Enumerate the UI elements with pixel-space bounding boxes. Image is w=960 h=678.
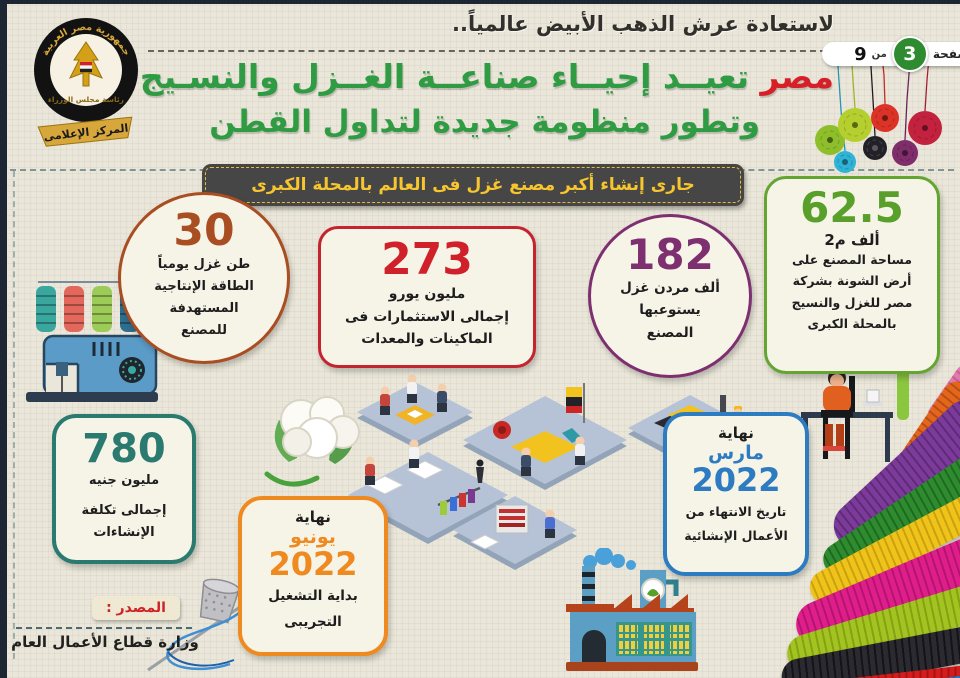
title-rest: تعيــد إحيــاء صناعــة الغــزل والنسـيج bbox=[139, 57, 750, 96]
stat-label-line: إجمالى الاستثمارات فى bbox=[344, 308, 510, 325]
stat-construction-cost: 780 مليون جنيه إجمالى تكلفة الإنشاءات bbox=[52, 414, 196, 564]
stat-label-line: مصر للغزل والنسيج bbox=[791, 294, 913, 310]
stat-label-line: مليون يورو bbox=[388, 286, 466, 303]
stat-construction-end-date: نهاية مارس 2022 تاريخ الانتهاء من الأعما… bbox=[663, 412, 809, 576]
stat-label-line: ألف مردن غزل bbox=[620, 280, 720, 297]
stat-label-line: بالمحلة الكبرى bbox=[807, 315, 897, 331]
page-top-border bbox=[0, 0, 960, 4]
thimble-needle-icon bbox=[147, 578, 259, 672]
banner-text: جارى إنشاء أكبر مصنع غزل فى العالم بالمح… bbox=[251, 175, 695, 195]
page-label: صفحة bbox=[932, 47, 960, 61]
stat-label-line: الإنشاءات bbox=[93, 525, 155, 541]
stat-label-line: الأعمال الإنشائية bbox=[684, 527, 788, 543]
stat-label-line: طن غزل يومياً bbox=[157, 257, 251, 273]
stat-value: 273 bbox=[381, 234, 473, 285]
stat-value: 780 bbox=[82, 426, 166, 472]
stat-machinery-investment: 273 مليون يورو إجمالى الاستثمارات فى الم… bbox=[318, 226, 536, 368]
stat-production-capacity: 30 طن غزل يومياً الطاقة الإنتاجية المسته… bbox=[118, 192, 290, 364]
header-slogan: لاستعادة عرش الذهب الأبيض عالمياً.. bbox=[452, 12, 834, 36]
date-year: 2022 bbox=[268, 545, 358, 583]
stat-label-line: مساحة المصنع على bbox=[791, 252, 913, 268]
page-current-badge: 3 bbox=[891, 36, 928, 72]
cotton-boll-icon bbox=[264, 396, 360, 487]
stat-label-line: الطاقة الإنتاجية bbox=[154, 279, 254, 295]
date-prefix: نهاية bbox=[295, 508, 331, 526]
page-of-label: من bbox=[871, 48, 887, 60]
date-month: يونيو bbox=[290, 526, 336, 548]
date-prefix: نهاية bbox=[718, 424, 754, 442]
government-media-center-logo: جمهورية مصر العربية رئاسة مجلس الوزراء ا… bbox=[34, 18, 138, 147]
source-label: المصدر : bbox=[106, 600, 166, 616]
sewing-machine-icon bbox=[26, 281, 158, 402]
stat-spindles: 182 ألف مردن غزل يستوعبها المصنع bbox=[588, 214, 752, 378]
stat-label-line: التجريبى bbox=[284, 613, 342, 630]
stat-label-line: المستهدفة bbox=[169, 301, 239, 317]
stat-trial-operation-date: نهاية يونيو 2022 بداية التشغيل التجريبى bbox=[238, 496, 388, 656]
worker-at-desk-icon bbox=[801, 362, 909, 462]
slogan-underline bbox=[148, 50, 836, 52]
date-year: 2022 bbox=[691, 461, 781, 499]
stat-factory-area: 62.5 ألف م2 مساحة المصنع على أرض الشونة … bbox=[764, 176, 940, 374]
announcement-banner: جارى إنشاء أكبر مصنع غزل فى العالم بالمح… bbox=[202, 164, 744, 206]
stat-label-line: إجمالى تكلفة bbox=[81, 503, 167, 519]
page-left-border bbox=[0, 0, 7, 678]
stat-label-line: مليون جنيه bbox=[88, 473, 160, 488]
page-indicator: صفحة 3 من 9 bbox=[822, 36, 960, 72]
main-title-line2: وتطور منظومة جديدة لتداول القطن bbox=[209, 104, 760, 140]
stat-label-line: أرض الشونة بشركة bbox=[792, 273, 912, 289]
stat-value: 30 bbox=[173, 205, 235, 256]
stat-unit: ألف م2 bbox=[824, 231, 880, 250]
stat-label-line: المصنع bbox=[646, 324, 694, 341]
page-total: 9 bbox=[854, 43, 867, 65]
source-label-box: المصدر : bbox=[92, 596, 180, 620]
stat-label-line: للمصنع bbox=[181, 323, 227, 339]
main-title-line1: مصر تعيــد إحيــاء صناعــة الغــزل والنس… bbox=[140, 57, 834, 96]
source-value: وزارة قطاع الأعمال العام bbox=[11, 633, 199, 651]
stitched-border-line bbox=[13, 171, 15, 659]
factory-icon bbox=[566, 548, 698, 671]
date-month: مارس bbox=[707, 442, 765, 464]
stat-value: 62.5 bbox=[800, 183, 904, 232]
yarn-balls-photo bbox=[815, 45, 942, 173]
stat-label-line: بداية التشغيل bbox=[268, 587, 358, 604]
isometric-factory-floor-illustration bbox=[348, 374, 752, 570]
title-country: مصر bbox=[760, 57, 834, 96]
logo-bottom-text: رئاسة مجلس الوزراء bbox=[48, 95, 124, 104]
stat-label-line: يستوعبها bbox=[639, 302, 701, 319]
stat-label-line: تاريخ الانتهاء من bbox=[685, 503, 787, 519]
source-divider bbox=[16, 627, 192, 629]
stat-value: 182 bbox=[626, 230, 714, 279]
stat-label-line: الماكينات والمعدات bbox=[361, 330, 493, 347]
